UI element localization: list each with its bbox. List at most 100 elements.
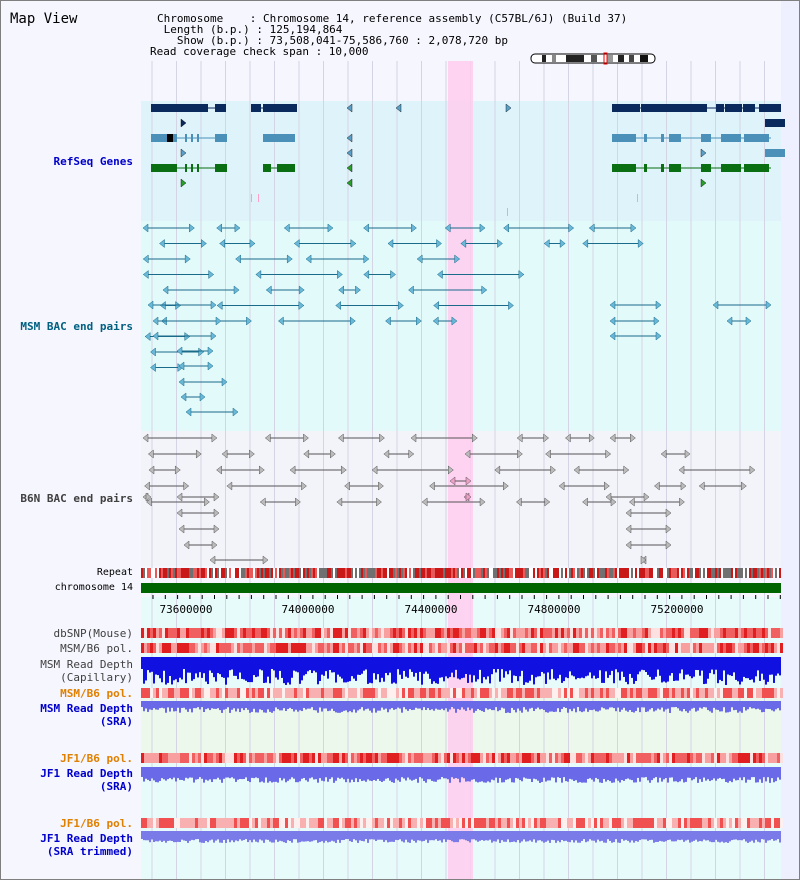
read-depth-bar [207,657,209,685]
snp-density-cell [237,643,240,653]
snp-density-cell [414,643,417,653]
bac-end [432,316,439,326]
snp-density-cell [291,688,294,698]
snp-density-cell [690,688,693,698]
snp-density-cell [423,688,426,698]
read-depth-bar [481,831,483,841]
bac-end [174,465,181,475]
snp-density-cell [462,628,465,638]
read-depth-bar [331,657,333,673]
track-label-msm-b6-pol-2[interactable]: MSM/B6 pol. [60,687,133,700]
snp-density-cell [210,688,213,698]
track-label-repeat[interactable]: Repeat [96,567,133,578]
snp-density-cell [276,628,279,638]
read-depth-bar [457,701,459,709]
snp-density-cell [495,643,498,653]
read-depth-bar [345,701,347,711]
read-depth-bar [421,831,423,842]
read-depth-bar [193,701,195,709]
read-depth-bar [589,767,591,779]
bac-end [289,465,296,475]
repeat-segment [609,568,611,578]
snp-density-cell [441,818,444,828]
snp-density-cell [597,818,600,828]
repeat-segment [697,568,699,578]
read-depth-bar [389,767,391,781]
snp-density-cell [639,643,642,653]
track-label-msm-depth-sra[interactable]: MSM Read Depth [40,702,133,715]
snp-density-cell [642,643,645,653]
bac-end [199,392,206,402]
snp-density-cell [450,818,453,828]
track-label-jf1-depth-trim[interactable]: JF1 Read Depth [40,832,133,845]
read-depth-bar [147,831,149,841]
read-depth-bar [727,657,729,675]
read-depth-bar [241,657,243,679]
snp-density-cell [597,628,600,638]
gene-exon [263,134,295,142]
read-depth-bar [219,767,221,780]
snp-density-cell [552,753,555,763]
track-label-msm-depth-cap[interactable]: MSM Read Depth [40,658,133,671]
read-depth-bar [407,831,409,843]
repeat-segment [177,568,179,578]
snp-density-cell [363,688,366,698]
read-depth-bar [273,701,275,712]
read-depth-bar [493,767,495,781]
read-depth-bar [431,657,433,684]
bac-end [421,497,428,507]
read-depth-bar [473,767,475,780]
read-depth-bar [631,831,633,841]
snp-density-cell [315,818,318,828]
ideogram-position-marker [603,52,608,65]
bac-end [712,300,719,310]
read-depth-bar [635,767,637,783]
snp-density-cell [228,688,231,698]
track-label-b6n-bac[interactable]: B6N BAC end pairs [20,492,133,505]
snp-density-cell [591,753,594,763]
read-depth-bar [193,767,195,783]
read-depth-bar [621,657,623,672]
track-label-jf1-depth-sra[interactable]: JF1 Read Depth [40,767,133,780]
track-label-dbsnp[interactable]: dbSNP(Mouse) [53,627,133,640]
read-depth-bar [621,701,623,710]
bac-end [176,346,183,356]
snp-density-cell [657,753,660,763]
snp-density-cell [273,688,276,698]
chromosome-bar [141,583,781,593]
snp-density-cell [477,628,480,638]
snp-density-cell [765,818,768,828]
read-depth-bar [383,657,385,682]
track-label-msm-b6-pol[interactable]: MSM/B6 pol. [60,642,133,655]
read-depth-bar [413,701,415,710]
bac-end [327,223,334,233]
track-label-jf1-b6-pol[interactable]: JF1/B6 pol. [60,752,133,765]
snp-density-cell [579,818,582,828]
read-depth-bar [649,657,651,677]
snp-density-cell [753,688,756,698]
track-label-msm-bac[interactable]: MSM BAC end pairs [20,320,133,333]
track-label-jf1-b6-pol-2[interactable]: JF1/B6 pol. [60,817,133,830]
snp-density-cell [297,688,300,698]
snp-density-cell [654,628,657,638]
repeat-segment [631,568,633,578]
read-depth-bar [401,701,403,713]
snp-density-cell [291,643,294,653]
read-depth-bar [249,701,251,713]
bac-end [479,223,486,233]
repeat-segment [511,568,513,578]
read-depth-bar [675,767,677,782]
read-depth-bar [409,831,411,843]
read-depth-bar [203,831,205,843]
snp-density-cell [234,753,237,763]
read-depth-bar [703,657,705,685]
snp-density-cell [285,753,288,763]
read-depth-bar [171,831,173,841]
snp-density-cell [612,688,615,698]
read-depth-bar [729,657,731,676]
repeat-segment [575,568,577,578]
track-label-chromosome[interactable]: chromosome 14 [54,582,133,593]
track-label-refseq[interactable]: RefSeq Genes [53,155,133,168]
read-depth-bar [497,767,499,783]
